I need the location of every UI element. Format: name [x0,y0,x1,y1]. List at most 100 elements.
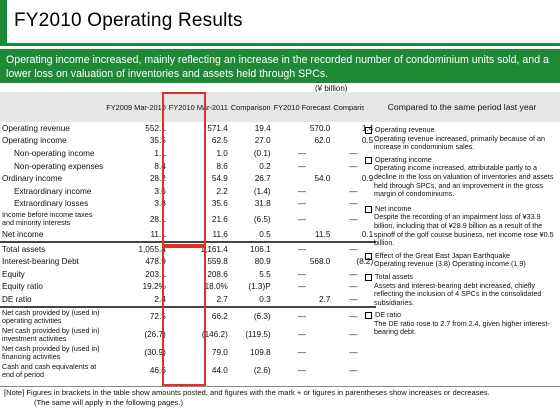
cell-forecast: 54.0 [314,174,331,184]
cell-fy2010: 35.6 [211,199,228,209]
cell-fy2010: 66.2 [168,305,231,326]
checkbox-bullet-icon [365,273,372,281]
table-row: Equity 203.1 208.6 5.5 — — [0,268,376,281]
cell-comparison: 0.2 [259,161,271,171]
cell-forecast-comparison: — [349,199,358,209]
cell-comparison: 80.9 [254,257,271,267]
row-label: DE ratio [2,294,32,304]
row-label: Income before income taxes and minority … [2,210,93,228]
cell-forecast: — [273,240,334,256]
cell-forecast: — [297,348,307,358]
checkbox-bullet-icon [365,312,372,320]
header-fy2010: FY2010 Mar-2011 [168,92,231,122]
cell-fy2010: 8.6 [216,161,228,171]
cell-comparison: 26.7 [254,174,271,184]
cell-fy2009: 3.6 [154,186,166,196]
footer-rule [0,386,560,387]
table-row: Equity ratio 19.2% 18.0% (1.3)P — — [0,281,376,294]
cell-fy2009: 1,055.4 [106,240,169,256]
note-heading: Effect of the Great East Japan Earthquak… [375,250,510,260]
cell-forecast-comparison: — [349,148,358,158]
note-heading: Total assets [375,271,413,281]
note-heading: Net income [375,203,412,213]
cell-comparison: 5.5 [259,269,271,279]
row-label: Operating income [2,136,67,146]
cell-comparison: 109.8 [250,348,271,358]
notes-header: Compared to the same period last year [364,92,560,122]
note-item: Operating income Operating income increas… [364,155,560,199]
cell-comparison: (0.1) [253,148,271,158]
table-row: Net income 11.1 11.6 0.5 11.5 0.1 [0,228,376,242]
cell-fy2009: 2.4 [154,294,166,304]
cell-forecast-comparison: — [349,214,358,224]
cell-fy2010: 79.0 [211,348,228,358]
cell-forecast-comparison: — [349,186,358,196]
cell-forecast-comparison: — [349,348,358,358]
cell-forecast: — [297,366,307,376]
cell-fy2009: 46.6 [149,366,166,376]
cell-fy2010: 44.0 [211,366,228,376]
cell-forecast-comparison: 0.9 [361,174,374,184]
cell-fy2009: 35.5 [149,136,166,146]
cell-forecast-comparison: — [349,269,358,279]
cell-fy2009: 72.5 [106,305,169,326]
cell-fy2010: 2.2 [216,186,228,196]
row-label: Non-operating expenses [14,161,104,171]
checkbox-bullet-icon [365,205,372,213]
cell-forecast-comparison: 1.4 [361,123,374,133]
cell-forecast-comparison: — [333,305,377,326]
cell-fy2009: 203.1 [145,269,166,279]
footer-line-1: [Note] Figures in brackets in the table … [4,388,490,397]
cell-forecast-comparison: 0.1 [361,229,374,239]
note-heading: Operating revenue [375,125,435,134]
row-label: Operating revenue [2,123,70,133]
cell-fy2009: 28.2 [149,174,166,184]
row-label: Net cash provided by (used in) operating… [0,305,107,326]
row-label: Equity [2,269,25,279]
cell-forecast-comparison: — [349,282,358,292]
table-row: Income before income taxes and minority … [0,210,376,228]
title-rule [0,43,560,46]
cell-fy2009: 19.2% [142,282,166,292]
cell-forecast: — [297,161,307,171]
cell-forecast-comparison: 0.5 [361,136,374,146]
cell-fy2009: (30.9) [144,348,166,358]
note-item: Total assets Assets and interest-bearing … [364,271,560,307]
cell-fy2010: 571.4 [207,123,228,133]
cell-forecast: — [297,282,307,292]
row-label: Cash and cash equivalents at end of peri… [2,361,97,379]
cell-forecast-comparison: — [349,330,358,340]
cell-fy2009: 552.1 [145,123,166,133]
cell-comparison: (6.3) [230,305,274,326]
table-row: Net cash provided by (used in) investmen… [0,326,376,344]
unit-label: (¥ billion) [315,84,348,93]
cell-forecast: — [297,269,307,279]
table-row: Cash and cash equivalents at end of peri… [0,362,376,380]
cell-fy2010: 54.9 [211,174,228,184]
cell-fy2009: 3.8 [154,199,166,209]
fy2010-highlight-box-bottom [162,246,206,386]
cell-comparison: 31.8 [254,199,271,209]
table-row: Non-operating income 1.1 1.0 (0.1) — — [0,147,376,160]
header-fy2009: FY2009 Mar-2010 [106,92,169,122]
cell-forecast-comparison: — [349,366,358,376]
cell-comparison: (119.5) [245,330,271,340]
cell-fy2010: (146.2) [201,330,228,340]
cell-comparison: 27.0 [254,136,271,146]
footer-line-2: (The same will apply in the following pa… [34,398,183,407]
checkbox-bullet-icon [365,127,372,134]
cell-fy2009: 8.4 [154,161,166,171]
table-row: Interest-bearing Debt 478.9 559.8 80.9 568.0… [0,255,376,268]
cell-forecast-comparison: — [349,294,358,304]
row-label: Net income [2,229,44,239]
note-item: Net income Despite the recording of an im… [364,203,560,248]
cell-forecast: — [297,214,307,224]
cell-fy2010: 1.0 [216,148,228,158]
notes-list: Operating revenue Operating revenue incre… [364,125,560,337]
checkbox-bullet-icon [365,156,372,164]
table-row: Net cash provided by (used in) operating… [0,305,377,326]
cell-comparison: (1.4) [253,186,271,196]
cell-fy2010: 2.7 [216,294,228,304]
cell-comparison: 0.3 [259,294,271,304]
cell-forecast: — [297,148,307,158]
